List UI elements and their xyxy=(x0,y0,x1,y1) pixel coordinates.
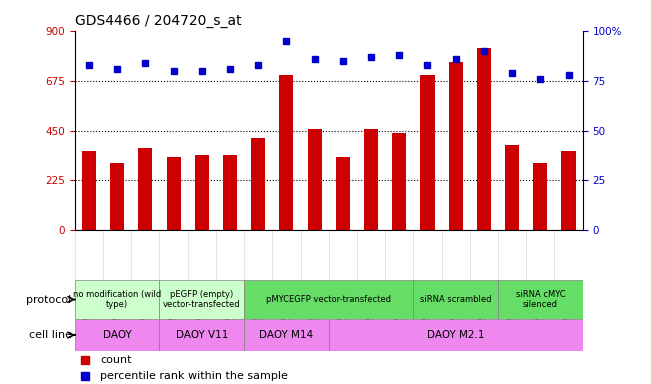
Bar xyxy=(251,138,266,230)
Bar xyxy=(279,75,294,230)
Bar xyxy=(307,129,322,230)
Text: pEGFP (empty)
vector-transfected: pEGFP (empty) vector-transfected xyxy=(163,290,241,309)
Bar xyxy=(159,280,244,319)
Bar xyxy=(533,163,547,230)
Text: DAOY V11: DAOY V11 xyxy=(176,330,228,340)
Bar xyxy=(392,133,406,230)
Text: DAOY: DAOY xyxy=(103,330,132,340)
Bar xyxy=(561,151,575,230)
Text: DAOY M14: DAOY M14 xyxy=(259,330,314,340)
Bar xyxy=(195,155,209,230)
Text: GDS4466 / 204720_s_at: GDS4466 / 204720_s_at xyxy=(75,14,242,28)
Bar xyxy=(413,280,498,319)
Bar xyxy=(223,155,237,230)
Bar xyxy=(75,319,159,351)
Bar xyxy=(244,280,413,319)
Text: siRNA cMYC
silenced: siRNA cMYC silenced xyxy=(516,290,565,309)
Text: siRNA scrambled: siRNA scrambled xyxy=(420,295,492,304)
Bar xyxy=(167,157,181,230)
Bar xyxy=(75,280,159,319)
Text: cell line: cell line xyxy=(29,330,72,340)
Text: protocol: protocol xyxy=(26,295,72,305)
Text: pMYCEGFP vector-transfected: pMYCEGFP vector-transfected xyxy=(266,295,391,304)
Bar xyxy=(139,148,152,230)
Bar xyxy=(82,151,96,230)
Bar xyxy=(477,48,491,230)
Bar xyxy=(159,319,244,351)
Bar xyxy=(364,129,378,230)
Bar xyxy=(110,163,124,230)
Bar xyxy=(329,319,583,351)
Bar xyxy=(449,62,463,230)
Bar xyxy=(336,157,350,230)
Text: percentile rank within the sample: percentile rank within the sample xyxy=(100,371,288,381)
Bar xyxy=(505,145,519,230)
Text: count: count xyxy=(100,354,132,364)
Bar xyxy=(421,75,435,230)
Bar xyxy=(498,280,583,319)
Text: no modification (wild
type): no modification (wild type) xyxy=(73,290,161,309)
Text: DAOY M2.1: DAOY M2.1 xyxy=(427,330,484,340)
Bar xyxy=(244,319,329,351)
